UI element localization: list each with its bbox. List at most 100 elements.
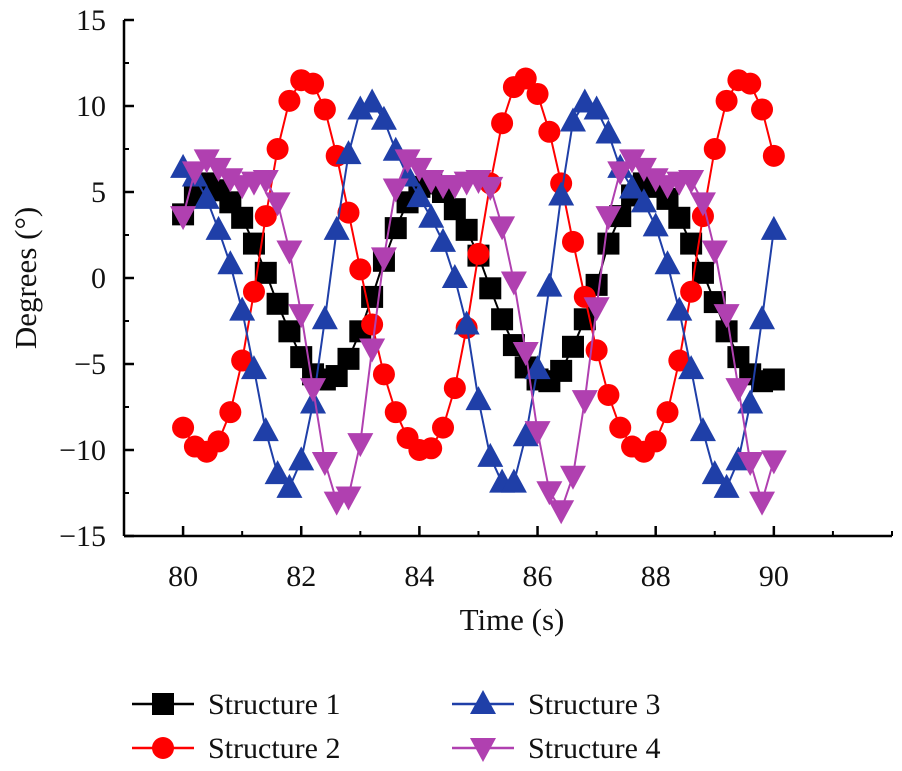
series-3-point <box>217 250 244 275</box>
series-4-point <box>583 297 610 322</box>
series-3 <box>170 88 787 498</box>
series-2-point <box>585 339 608 362</box>
legend-item-4: Structure 4 <box>452 732 660 765</box>
legend-marker <box>152 737 174 759</box>
series-4-point <box>607 161 634 186</box>
series-2-point <box>231 349 254 372</box>
series-1-point <box>443 198 466 221</box>
series-4-point <box>595 206 622 231</box>
series-4-point <box>713 304 740 329</box>
series-3-point <box>311 305 338 330</box>
y-tick-label: 10 <box>76 90 106 123</box>
series-4-point <box>370 247 397 272</box>
series-2-point <box>254 205 277 228</box>
series-2-point <box>561 230 584 253</box>
y-axis-label: Degrees (°) <box>8 207 43 349</box>
series-4-point <box>737 452 764 477</box>
series-3-point <box>737 389 764 414</box>
series-layer <box>170 67 787 525</box>
series-4-point <box>170 206 197 231</box>
series-3-point <box>689 417 716 442</box>
series-3-point <box>288 446 315 471</box>
legend: Structure 1 Structure 2 Structure 3 Structu… <box>132 688 660 765</box>
series-4-point <box>619 149 646 174</box>
series-2-point <box>172 416 195 439</box>
series-4-point <box>382 178 409 203</box>
series-3-point <box>536 272 563 297</box>
series-3-point <box>524 355 551 380</box>
series-3-point <box>583 95 610 120</box>
series-2-point <box>680 280 703 303</box>
series-3-point <box>453 310 480 335</box>
y-tick-label: 15 <box>76 4 106 37</box>
series-4-point <box>264 192 291 217</box>
series-2-point <box>644 430 667 453</box>
series-1-point <box>561 335 584 358</box>
series-1-point <box>550 359 573 382</box>
series-2-point <box>467 242 490 265</box>
series-4-point <box>489 216 516 241</box>
series-4-point <box>252 169 279 194</box>
series-4-point <box>678 169 705 194</box>
series-4-point <box>311 452 338 477</box>
legend-label: Structure 4 <box>528 732 660 765</box>
y-tick-label: 5 <box>91 176 106 209</box>
series-2-point <box>491 112 514 135</box>
series-1-point <box>231 206 254 229</box>
series-4-point <box>359 338 386 363</box>
series-4-point <box>465 169 492 194</box>
series-3-point <box>760 215 787 240</box>
series-3-point <box>701 460 728 485</box>
series-3-point <box>465 386 492 411</box>
series-4-point <box>536 481 563 506</box>
series-4-point <box>217 168 244 193</box>
series-1-point <box>325 365 348 388</box>
series-3-point <box>430 227 457 252</box>
series-3-point <box>406 183 433 208</box>
series-1-point <box>266 292 289 315</box>
series-2-point <box>372 363 395 386</box>
series-3-point <box>654 250 681 275</box>
series-3-point <box>749 305 776 330</box>
series-3-point <box>559 107 586 132</box>
series-3-point <box>205 215 232 240</box>
y-tick-label: −5 <box>74 348 106 381</box>
x-tick-label: 86 <box>523 560 553 593</box>
series-4-point <box>347 433 374 458</box>
series-2-point <box>266 138 289 160</box>
series-4-point <box>524 421 551 446</box>
series-3-point <box>477 442 504 467</box>
series-3-point <box>370 105 397 130</box>
series-1-point <box>337 347 360 370</box>
x-tick-label: 80 <box>168 560 198 593</box>
series-4-point <box>512 341 539 366</box>
series-4-point <box>642 168 669 193</box>
series-2 <box>172 67 785 463</box>
series-3-point <box>229 296 256 321</box>
series-2-point <box>656 401 679 424</box>
series-4-point <box>300 378 327 403</box>
series-2-point <box>668 349 691 372</box>
series-2-point <box>420 437 443 460</box>
legend-item-3: Structure 3 <box>452 688 660 721</box>
series-3-point <box>441 264 468 288</box>
series-1-point <box>491 308 514 331</box>
series-4-point <box>276 240 303 265</box>
legend-label: Structure 1 <box>208 688 340 721</box>
series-1-point <box>715 320 738 343</box>
series-1-point <box>242 232 265 255</box>
series-1-point <box>254 261 277 284</box>
x-axis-label: Time (s) <box>460 602 565 637</box>
series-1-point <box>668 206 691 229</box>
series-3-point <box>264 460 291 485</box>
series-4-point <box>701 240 728 265</box>
series-1-point <box>597 232 620 255</box>
series-3-point <box>678 355 705 380</box>
series-4-point <box>181 161 208 186</box>
series-2-point <box>538 120 561 143</box>
series-3-point <box>335 140 362 165</box>
y-tick-label: −10 <box>59 434 106 467</box>
series-4-point <box>760 450 787 475</box>
series-4-point <box>725 378 752 403</box>
series-3-point <box>500 468 527 493</box>
